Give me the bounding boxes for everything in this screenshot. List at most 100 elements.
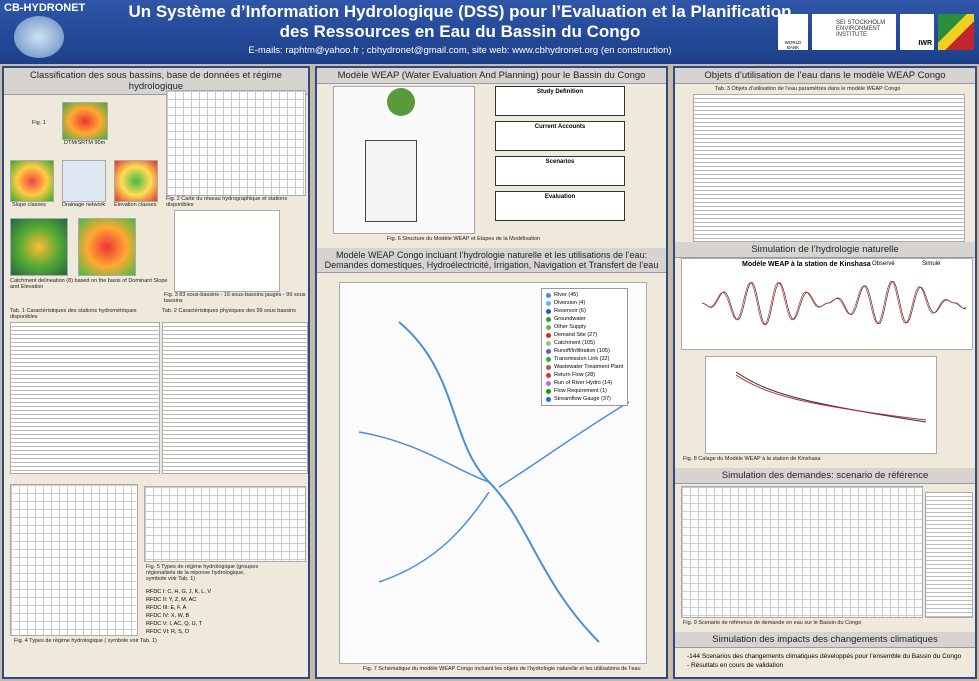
observed-line: [702, 281, 967, 326]
legend-entry: Runoff/Infiltration (105): [546, 347, 623, 355]
weap-schematic: [339, 282, 647, 664]
legend-swatch: [546, 348, 551, 354]
panel-title: Modèle WEAP Congo incluant l’hydrologie …: [317, 248, 666, 273]
caption: Fig. 5 Types de régime hydrologique (gro…: [146, 564, 259, 582]
title-line: Demandes domestiques, Hydroélectricité, …: [324, 260, 659, 270]
caption: Tab. 1 Caractéristiques des stations hyd…: [10, 308, 137, 320]
demand-legend: [925, 492, 973, 618]
caption: Fig. 6 Structure du Modèle WEAP et Etape…: [387, 236, 541, 242]
legend-swatch: [546, 356, 551, 362]
legend-label: Other Supply: [554, 324, 587, 330]
legend-swatch: [546, 308, 551, 314]
climate-line: - Résultats en cours de validation: [687, 662, 784, 669]
panel-title: Objets d’utilisation de l’eau dans le mo…: [675, 68, 975, 84]
legend-swatch: [546, 340, 551, 346]
panel-title: Modèle WEAP (Water Evaluation And Planni…: [317, 68, 666, 84]
logo: WORLD BANK: [778, 14, 808, 50]
legend-entry: Demand Site (27): [546, 331, 623, 339]
logo: SEI STOCKHOLM ENVIRONMENT INSTITUTE: [812, 14, 896, 50]
title: Un Système d’Information Hydrologique (D…: [120, 2, 800, 42]
tree: [387, 88, 415, 116]
rfdc-item: RFDC IV: X, W, B: [146, 613, 190, 619]
chart-title: Modèle WEAP à la station de Kinshasa: [742, 261, 871, 268]
legend-entry: Observé: [872, 261, 895, 267]
legend-swatch: [546, 380, 551, 386]
panel-title: Simulation des impacts des changements c…: [675, 632, 975, 648]
legend-entry: Transmission Link (32): [546, 355, 623, 363]
duration-curve: [705, 356, 937, 454]
middle-panel: Modèle WEAP (Water Evaluation And Planni…: [315, 66, 668, 679]
contacts: E-mails: raphtm@yahoo.fr ; cbhydronet@gm…: [248, 45, 672, 56]
legend-entry: Flow Requirement (1): [546, 387, 623, 395]
step-title: Current Accounts: [534, 124, 586, 130]
legend-swatch: [546, 332, 551, 338]
legend-label: Demand Site (27): [554, 332, 598, 338]
legend-swatch: [546, 292, 551, 298]
regime-plots: [10, 484, 138, 636]
legend-swatch: [546, 324, 551, 330]
left-panel: Classification des sous bassins, base de…: [2, 66, 310, 679]
caption: Fig. 9 Scenario de référence de demande …: [683, 620, 862, 626]
rfdc-item: RFDC I: C, H, G, J, K, L, V: [146, 589, 212, 595]
panel-title: Classification des sous bassins, base de…: [4, 68, 308, 95]
caption: Drainage network: [62, 202, 106, 208]
legend-label: Run of River Hydro (14): [554, 380, 613, 386]
legend-label: Groundwater: [554, 316, 586, 322]
table-image: [162, 322, 308, 474]
step-title: Study Definition: [537, 89, 583, 95]
caption: Catchment delineation (8) based on the b…: [10, 278, 168, 290]
subbasin-map: [174, 210, 280, 292]
legend-label: Wastewater Treatment Plant: [554, 364, 624, 370]
rfdc-list: RFDC I: C, H, G, J, K, L, V RFDC II: Y, Z…: [146, 588, 211, 636]
right-panel: Objets d’utilisation de l’eau dans le mo…: [673, 66, 977, 679]
flag: [938, 14, 974, 50]
legend-entry: Simulé: [922, 261, 941, 267]
legend-label: River (45): [554, 292, 579, 298]
legend-entry: Wastewater Treatment Plant: [546, 363, 623, 371]
caption: Fig. 8 Calage du Modèle WEAP à la statio…: [683, 456, 821, 462]
legend-swatch: [546, 300, 551, 306]
caption: Fig. 3 83 sous-bassins - 16 sous-bassins…: [164, 292, 306, 304]
step-box: Evaluation: [495, 191, 625, 221]
legend-entry: Streamflow Gauge (37): [546, 395, 623, 403]
hydrograph-lines: [702, 280, 967, 326]
rfdc-item: RFDC V: I, AC, Q, U, T: [146, 621, 202, 627]
legend-entry: Catchment (105): [546, 339, 623, 347]
legend-swatch: [546, 388, 551, 394]
dtm-map: [62, 102, 108, 140]
legend-entry: Reservoir (6): [546, 307, 623, 315]
legend-label: Transmission Link (32): [554, 356, 610, 362]
hydrograph: Modèle WEAP à la station de Kinshasa Obs…: [681, 258, 973, 350]
elevation-map: [114, 160, 158, 202]
header: CB-HYDRONET Un Système d’Information Hyd…: [0, 0, 979, 64]
step-title: Scenarios: [545, 159, 575, 165]
caption: Tab. 2 Caractéristiques physiques des 99…: [162, 308, 296, 314]
legend-label: Flow Requirement (1): [554, 388, 607, 394]
legend-swatch: [546, 364, 551, 370]
caption: Fig. 2 Carte du réseau hydrographique et…: [166, 196, 288, 208]
legend-swatch: [546, 316, 551, 322]
caption: Tab. 3 Objets d’utilisation de l’eau par…: [715, 86, 901, 92]
legend-entry: Groundwater: [546, 315, 623, 323]
climate-text: -144 Scenarios des changements climatiqu…: [687, 652, 961, 670]
soil-box: [365, 140, 417, 222]
legend-entry: River (45): [546, 291, 623, 299]
caption: DTM/SRTM 90m: [64, 140, 106, 146]
legend-label: Catchment (105): [554, 340, 595, 346]
catchment-map: [10, 218, 68, 276]
caption: Fig. 7 Schématique du modèle WEAP Congo …: [363, 666, 641, 672]
legend-label: Streamflow Gauge (37): [554, 396, 611, 402]
simulated-line: [702, 280, 967, 326]
curve: [736, 371, 926, 423]
legend-entry: Return Flow (28): [546, 371, 623, 379]
climate-line: -144 Scenarios des changements climatiqu…: [687, 653, 962, 660]
steps: Study Definition Current Accounts Scenario…: [495, 86, 625, 226]
step-box: Scenarios: [495, 156, 625, 186]
rfdc-item: RFDC III: E, F, A: [146, 605, 187, 611]
caption: Fig. 1: [32, 120, 46, 126]
legend-swatch: [546, 396, 551, 402]
caption: Fig. 4 Types de régime hydrologique ( sy…: [14, 638, 157, 644]
step-box: Current Accounts: [495, 121, 625, 151]
legend-entry: Diversion (4): [546, 299, 623, 307]
